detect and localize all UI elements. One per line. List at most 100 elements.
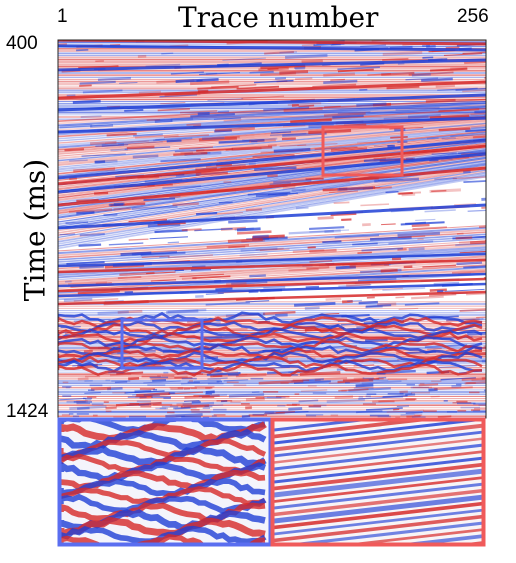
reflector-stripe	[58, 173, 486, 245]
reflector-stripe	[222, 57, 266, 61]
reflector-stripe	[337, 111, 371, 115]
reflector-stripe	[94, 160, 106, 164]
reflector-stripe	[154, 229, 188, 234]
reflector-stripe	[184, 400, 200, 402]
reflector-stripe	[133, 133, 163, 137]
reflector-stripe	[77, 377, 89, 381]
reflector-stripe	[481, 377, 486, 380]
reflector-stripe	[126, 145, 155, 150]
reflector-stripe	[128, 238, 149, 241]
reflector-stripe	[390, 135, 408, 139]
reflector-stripe	[64, 148, 85, 152]
reflector-stripe	[79, 80, 116, 85]
reflector-stripe	[438, 108, 480, 113]
reflector-stripe	[77, 290, 120, 295]
reflector-stripe	[267, 174, 278, 178]
reflector-stripe	[58, 105, 486, 134]
reflector-stripe	[72, 99, 101, 104]
reflector-stripe	[259, 248, 290, 252]
reflector-stripe	[263, 106, 310, 112]
reflector-stripe	[103, 213, 118, 217]
reflector-stripe	[166, 139, 182, 143]
reflector-stripe	[213, 117, 242, 120]
reflector-stripe	[342, 377, 380, 382]
reflector-stripe	[196, 148, 234, 152]
reflector-stripe	[388, 240, 434, 245]
reflector-stripe	[380, 268, 398, 273]
reflector-stripe	[401, 193, 416, 197]
reflector-stripe	[273, 179, 312, 184]
reflector-stripe	[411, 223, 430, 228]
reflector-stripe	[95, 144, 129, 147]
reflector-stripe	[68, 208, 113, 213]
reflector-stripe	[275, 411, 295, 414]
reflector-stripe	[167, 308, 207, 314]
figure-title: Trace number	[178, 1, 379, 34]
reflector-stripe	[462, 89, 486, 93]
reflector-stripe	[58, 290, 486, 306]
reflector-stripe	[398, 192, 413, 195]
reflector-stripe	[274, 482, 482, 510]
reflector-stripe	[308, 129, 352, 135]
reflector-stripe	[463, 180, 486, 183]
reflector-stripe	[236, 85, 280, 90]
reflector-stripe	[373, 359, 400, 363]
reflector-stripe	[216, 157, 253, 161]
reflector-stripe	[385, 191, 399, 194]
reflector-stripe	[145, 63, 181, 67]
reflector-stripe	[58, 258, 486, 274]
reflector-stripe	[114, 381, 128, 384]
reflector-stripe	[118, 141, 163, 145]
reflector-stripe	[394, 128, 406, 132]
reflector-stripe	[301, 59, 323, 64]
reflector-stripe	[332, 114, 364, 119]
reflector-stripe	[437, 415, 452, 418]
reflector-stripe	[421, 77, 453, 82]
reflector-stripe	[479, 225, 486, 229]
reflector-stripe	[76, 210, 95, 215]
reflector-stripe	[292, 249, 325, 253]
x-axis-end-label: 256	[457, 6, 489, 27]
reflector-stripe	[172, 202, 199, 207]
reflector-stripe	[58, 272, 486, 288]
reflector-stripe	[76, 49, 89, 52]
reflector-stripe	[58, 169, 486, 238]
reflector-stripe	[190, 80, 230, 86]
reflector-stripe	[464, 381, 486, 385]
reflector-stripe	[343, 122, 383, 126]
reflector-stripe	[326, 398, 365, 404]
reflector-stripe	[431, 152, 457, 155]
reflector-stripe	[274, 456, 482, 484]
reflector-stripe	[249, 138, 276, 143]
reflector-stripe	[240, 247, 278, 252]
reflector-stripe	[169, 196, 181, 198]
reflector-stripe	[441, 137, 456, 140]
reflector-stripe	[255, 192, 288, 198]
reflector-stripe	[334, 395, 354, 399]
reflector-stripe	[260, 64, 306, 70]
reflector-stripe	[365, 338, 388, 343]
reflector-stripe	[255, 247, 284, 251]
reflector-stripe	[175, 77, 219, 83]
reflector-stripe	[429, 114, 470, 120]
reflector-stripe	[135, 134, 179, 139]
reflector-stripe	[459, 308, 486, 312]
reflector-stripe	[108, 203, 124, 207]
reflector-stripe	[462, 51, 486, 54]
reflector-stripe	[66, 261, 105, 265]
reflector-stripe	[190, 113, 235, 118]
reflector-stripe	[330, 78, 345, 81]
reflector-stripe	[353, 377, 365, 380]
reflector-stripe	[95, 282, 112, 285]
reflector-stripe	[227, 238, 263, 243]
reflector-stripe	[58, 123, 486, 164]
reflector-stripe	[472, 135, 486, 139]
reflector-stripe	[295, 206, 309, 210]
reflector-stripe	[80, 115, 102, 119]
reflector-stripe	[404, 302, 440, 306]
reflector-stripe	[374, 177, 420, 183]
reflector-stripe	[381, 223, 396, 226]
reflector-stripe	[440, 377, 476, 381]
reflector-stripe	[58, 80, 486, 100]
reflector-stripe	[437, 87, 478, 91]
